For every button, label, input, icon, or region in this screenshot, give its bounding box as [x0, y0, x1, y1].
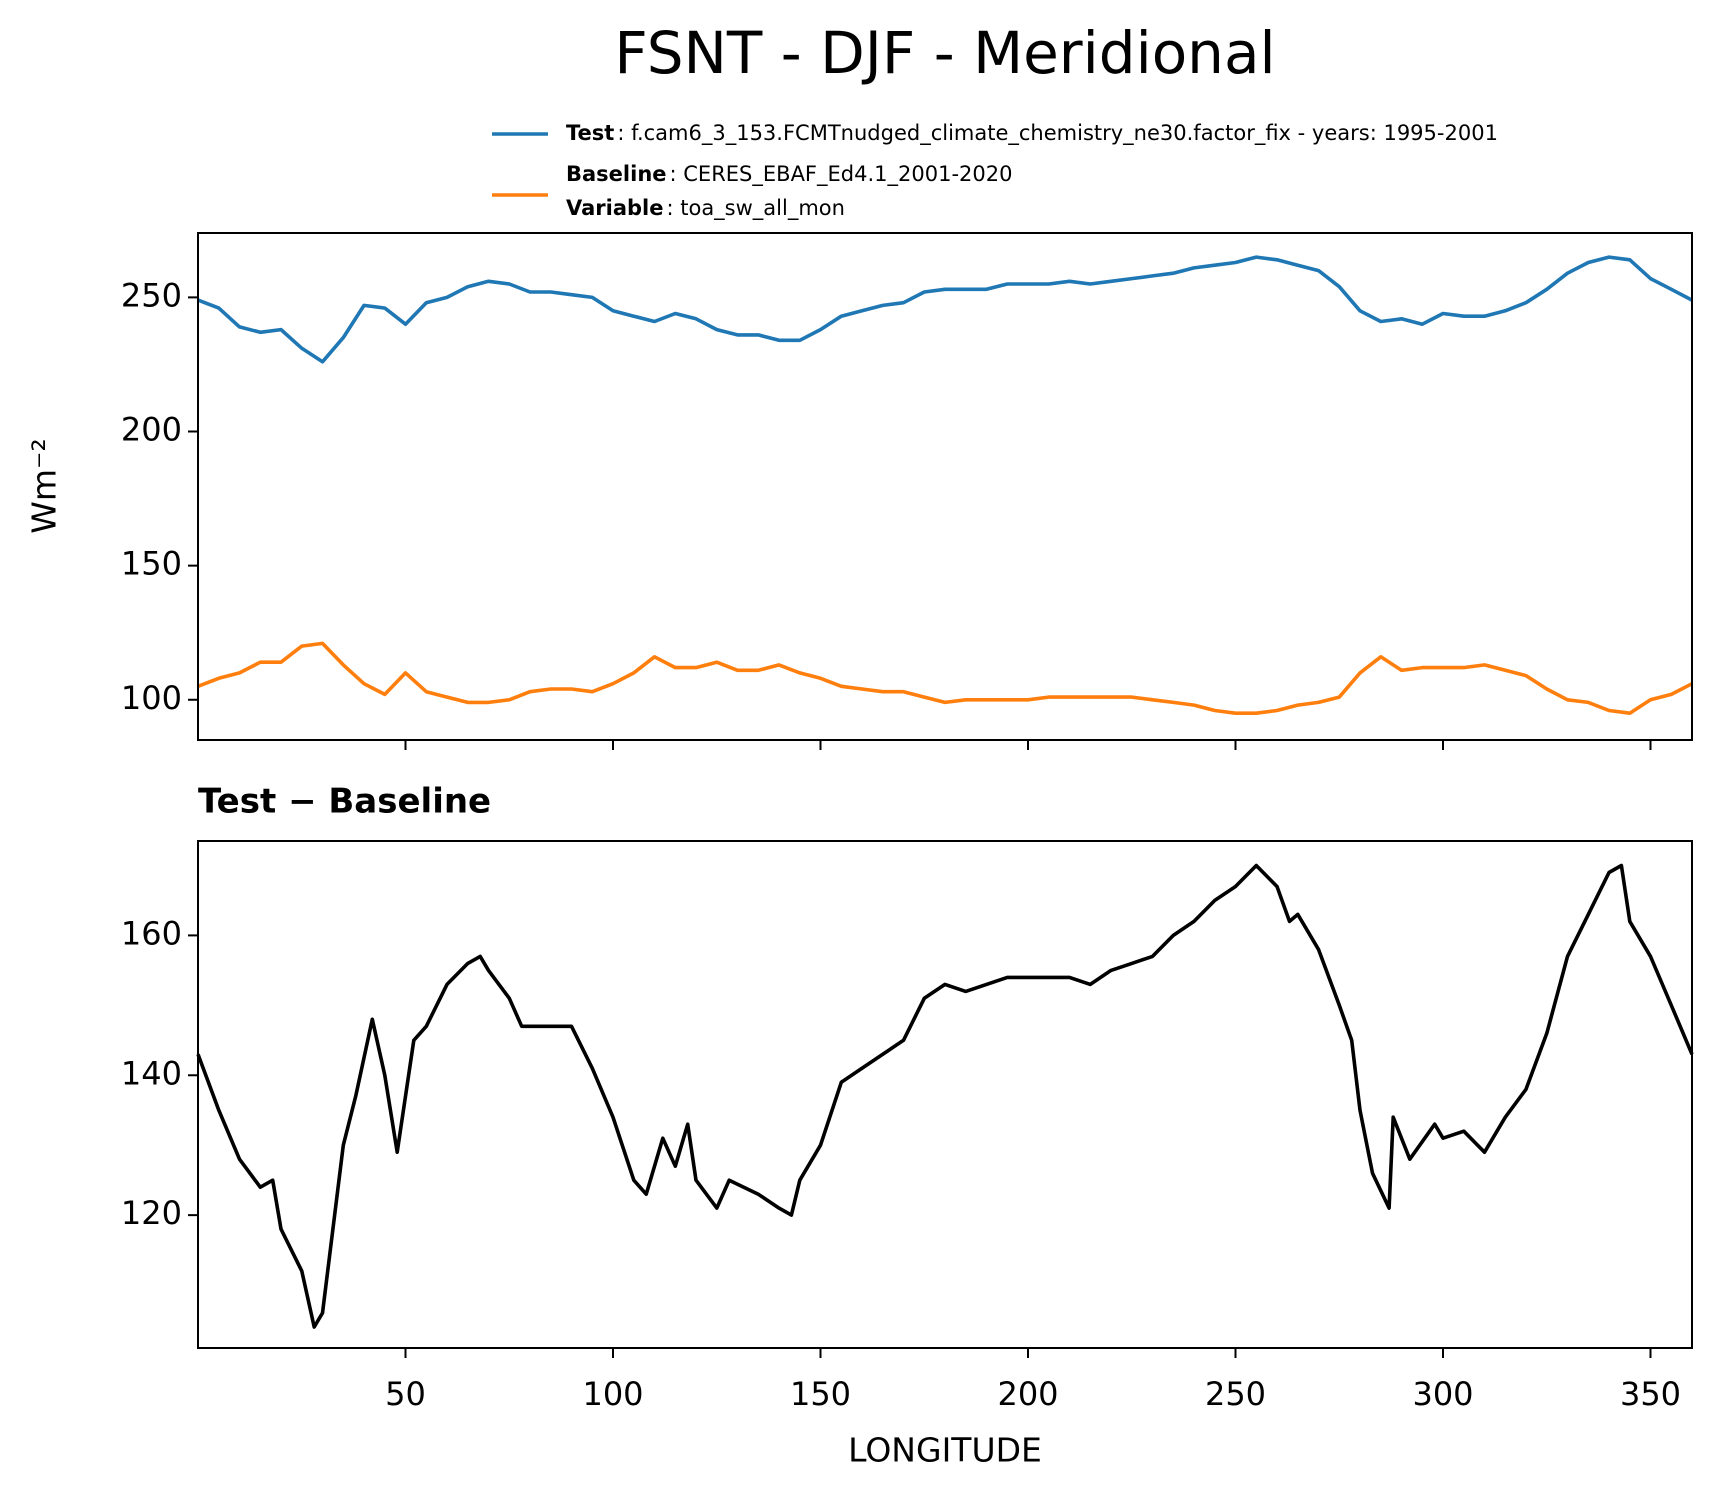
x-tick-label: 150 [790, 1375, 851, 1413]
x-tick-label: 250 [1205, 1375, 1266, 1413]
x-axis-label: LONGITUDE [848, 1431, 1042, 1470]
subplot-title: Test − Baseline [198, 782, 491, 822]
plot-frame [197, 232, 1693, 741]
y-tick-label: 150 [121, 545, 182, 583]
legend-description: : f.cam6_3_153.FCMTnudged_climate_chemis… [617, 121, 1498, 146]
plot-frame [197, 840, 1693, 1349]
x-tick-label: 200 [997, 1375, 1058, 1413]
y-tick-label: 250 [121, 276, 182, 314]
data-line [197, 641, 1693, 715]
y-tick-label: 100 [121, 679, 182, 717]
legend-description: : toa_sw_all_mon [666, 196, 844, 221]
legend-description: : CERES_EBAF_Ed4.1_2001-2020 [670, 162, 1013, 187]
y-tick-label: 120 [121, 1194, 182, 1232]
y-tick-label: 200 [121, 411, 182, 449]
y-tick-label: 160 [121, 914, 182, 952]
x-tick-label: 350 [1620, 1375, 1681, 1413]
y-tick-label: 140 [121, 1054, 182, 1092]
figure-title: FSNT - DJF - Meridional [614, 19, 1275, 87]
legend-label: Variable [566, 196, 663, 220]
y-axis-label: Wm⁻² [25, 438, 64, 533]
data-line [196, 863, 1694, 1329]
x-tick-label: 100 [582, 1375, 643, 1413]
legend-label: Test [566, 121, 614, 145]
x-tick-label: 50 [385, 1375, 426, 1413]
x-tick-label: 300 [1412, 1375, 1473, 1413]
data-line [197, 255, 1693, 364]
legend-label: Baseline [566, 162, 667, 186]
